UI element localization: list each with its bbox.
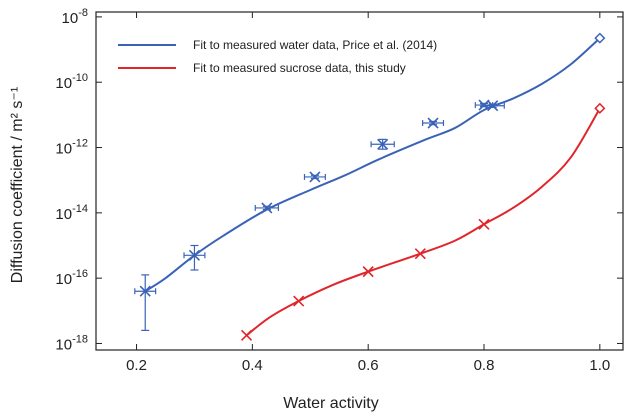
series-line <box>245 107 601 337</box>
endpoint-diamond <box>594 32 606 44</box>
legend-label: Fit to measured sucrose data, this study <box>193 61 406 75</box>
x-marker <box>377 138 389 150</box>
x-marker <box>261 202 273 214</box>
x-axis: 0.2 0.4 0.6 0.8 1.0 <box>126 12 610 374</box>
data-point <box>254 202 280 214</box>
series-water <box>134 32 606 332</box>
data-point <box>303 171 326 183</box>
x-marker <box>188 249 201 261</box>
y-tick-label: 10-12 <box>55 138 88 158</box>
x-marker <box>414 248 426 260</box>
data-point <box>422 117 445 129</box>
y-tick-label: 10-18 <box>55 333 88 353</box>
x-marker <box>478 218 490 230</box>
x-tick-label: 0.4 <box>242 357 263 374</box>
endpoint-diamond <box>594 102 606 114</box>
data-point <box>134 274 157 332</box>
series-sucrose <box>241 102 606 341</box>
series-line <box>144 37 601 293</box>
x-tick-label: 0.2 <box>126 357 147 374</box>
x-marker <box>241 329 253 341</box>
data-point <box>362 266 374 278</box>
legend: Fit to measured water data, Price et al.… <box>118 38 437 75</box>
x-tick-label: 0.8 <box>474 357 495 374</box>
x-marker <box>487 100 499 112</box>
data-point <box>480 100 505 112</box>
x-axis-title: Water activity <box>283 395 378 412</box>
data-point <box>478 218 490 230</box>
data-point <box>370 138 395 150</box>
legend-label: Fit to measured water data, Price et al.… <box>193 38 437 52</box>
x-tick-label: 0.6 <box>358 357 379 374</box>
x-marker <box>139 285 151 297</box>
plot-frame <box>95 11 624 351</box>
data-point <box>293 295 305 307</box>
data-point <box>241 329 253 341</box>
y-tick-label: 10-8 <box>62 7 88 27</box>
data-point <box>414 248 426 260</box>
y-tick-label: 10-16 <box>55 268 88 288</box>
series-layer <box>134 32 606 341</box>
y-axis: 10-18 10-16 10-14 10-12 10-10 10-8 <box>55 7 623 353</box>
x-tick-label: 1.0 <box>589 357 610 374</box>
x-marker <box>362 266 374 278</box>
data-point <box>183 244 206 271</box>
x-marker <box>427 117 439 129</box>
y-axis-title: Diffusion coefficient / m² s⁻¹ <box>9 87 26 283</box>
x-marker <box>293 295 305 307</box>
x-marker <box>309 171 321 183</box>
plot-border <box>95 11 624 351</box>
y-tick-label: 10-10 <box>55 72 88 92</box>
y-tick-label: 10-14 <box>55 203 88 223</box>
